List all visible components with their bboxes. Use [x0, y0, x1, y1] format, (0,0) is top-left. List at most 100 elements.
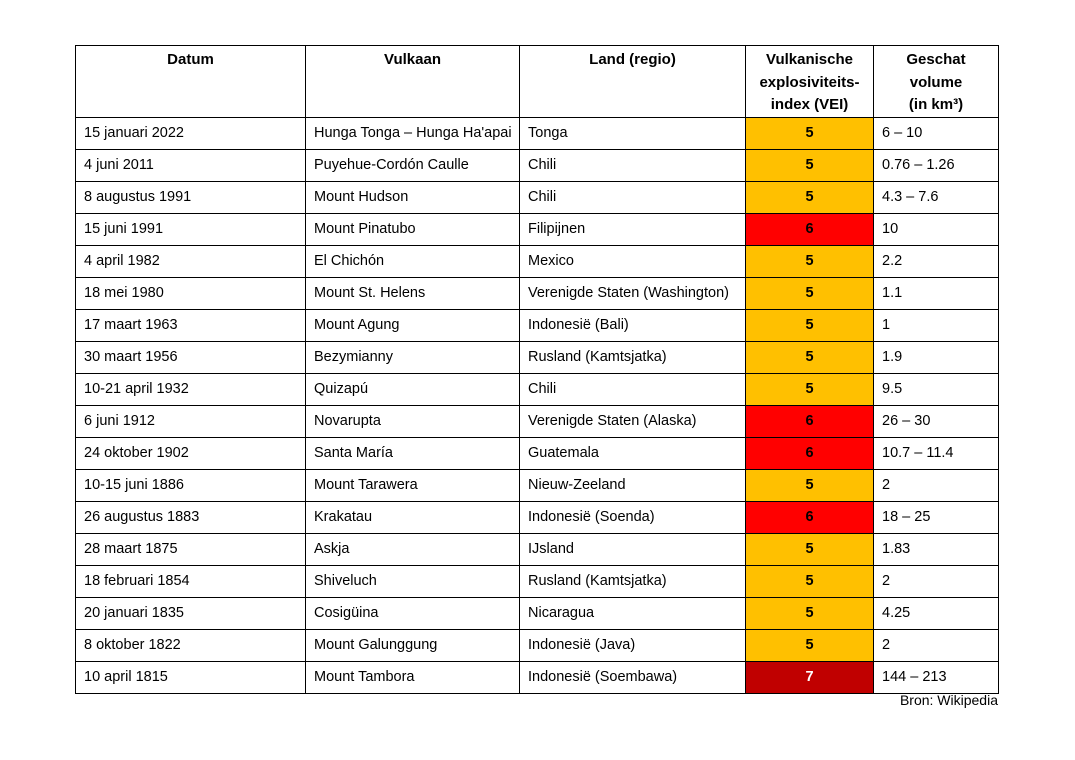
- vulkaan-cell: El Chichón: [305, 244, 520, 278]
- datum-cell: 8 oktober 1822: [75, 628, 306, 662]
- datum-cell: 26 augustus 1883: [75, 500, 306, 534]
- datum-cell: 10-15 juni 1886: [75, 468, 306, 502]
- table-row: 24 oktober 1902 Santa María Guatemala 6 10.7…: [75, 436, 999, 470]
- table-row: 4 april 1982 El Chichón Mexico 5 2.2: [75, 244, 999, 278]
- vei-cell: 5: [745, 628, 874, 662]
- volume-cell: 4.25: [873, 596, 999, 630]
- table-body: 15 januari 2022 Hunga Tonga – Hunga Ha'ap…: [75, 116, 999, 694]
- vulkaan-cell: Shiveluch: [305, 564, 520, 598]
- eruptions-table: Datum Vulkaan Land (regio) Vulkanische e…: [75, 45, 999, 694]
- land-cell: Rusland (Kamtsjatka): [519, 340, 746, 374]
- vulkaan-cell: Novarupta: [305, 404, 520, 438]
- land-cell: Guatemala: [519, 436, 746, 470]
- table-row: 30 maart 1956 Bezymianny Rusland (Kamtsjat…: [75, 340, 999, 374]
- volume-cell: 1: [873, 308, 999, 342]
- header-datum: Datum: [75, 45, 306, 118]
- datum-cell: 17 maart 1963: [75, 308, 306, 342]
- land-cell: Nicaragua: [519, 596, 746, 630]
- volume-cell: 1.9: [873, 340, 999, 374]
- vulkaan-cell: Mount Tarawera: [305, 468, 520, 502]
- table-row: 8 augustus 1991 Mount Hudson Chili 5 4.3 – 7…: [75, 180, 999, 214]
- volume-cell: 2: [873, 628, 999, 662]
- land-cell: Tonga: [519, 116, 746, 150]
- datum-cell: 6 juni 1912: [75, 404, 306, 438]
- table-row: 10-21 april 1932 Quizapú Chili 5 9.5: [75, 372, 999, 406]
- land-cell: Nieuw-Zeeland: [519, 468, 746, 502]
- vei-cell: 6: [745, 212, 874, 246]
- vei-cell: 5: [745, 564, 874, 598]
- vulkaan-cell: Puyehue-Cordón Caulle: [305, 148, 520, 182]
- table-row: 10-15 juni 1886 Mount Tarawera Nieuw-Zeela…: [75, 468, 999, 502]
- vei-cell: 5: [745, 596, 874, 630]
- volume-cell: 6 – 10: [873, 116, 999, 150]
- datum-cell: 10-21 april 1932: [75, 372, 306, 406]
- datum-cell: 20 januari 1835: [75, 596, 306, 630]
- datum-cell: 30 maart 1956: [75, 340, 306, 374]
- vei-cell: 5: [745, 532, 874, 566]
- vei-cell: 5: [745, 148, 874, 182]
- datum-cell: 4 april 1982: [75, 244, 306, 278]
- vei-cell: 5: [745, 180, 874, 214]
- vei-cell: 5: [745, 340, 874, 374]
- volume-cell: 10.7 – 11.4: [873, 436, 999, 470]
- table-row: 17 maart 1963 Mount Agung Indonesië (Bali)…: [75, 308, 999, 342]
- table-row: 28 maart 1875 Askja IJsland 5 1.83: [75, 532, 999, 566]
- volume-cell: 4.3 – 7.6: [873, 180, 999, 214]
- volume-cell: 26 – 30: [873, 404, 999, 438]
- land-cell: Chili: [519, 148, 746, 182]
- land-cell: Filipijnen: [519, 212, 746, 246]
- datum-cell: 24 oktober 1902: [75, 436, 306, 470]
- datum-cell: 10 april 1815: [75, 660, 306, 694]
- land-cell: Chili: [519, 372, 746, 406]
- header-volume: Geschat volume (in km³): [873, 45, 999, 118]
- datum-cell: 8 augustus 1991: [75, 180, 306, 214]
- vulkaan-cell: Krakatau: [305, 500, 520, 534]
- datum-cell: 18 februari 1854: [75, 564, 306, 598]
- table-row: 18 februari 1854 Shiveluch Rusland (Kamtsj…: [75, 564, 999, 598]
- vei-cell: 5: [745, 244, 874, 278]
- vei-cell: 7: [745, 660, 874, 694]
- source-note: Bron: Wikipedia: [899, 692, 998, 708]
- table-row: 10 april 1815 Mount Tambora Indonesië (Soe…: [75, 660, 999, 694]
- header-row: Datum Vulkaan Land (regio) Vulkanische e…: [75, 45, 999, 118]
- land-cell: Verenigde Staten (Alaska): [519, 404, 746, 438]
- vulkaan-cell: Mount St. Helens: [305, 276, 520, 310]
- table-row: 4 juni 2011 Puyehue-Cordón Caulle Chili 5 0.…: [75, 148, 999, 182]
- header-land: Land (regio): [519, 45, 746, 118]
- table-header: Datum Vulkaan Land (regio) Vulkanische e…: [75, 45, 999, 118]
- vulkaan-cell: Mount Tambora: [305, 660, 520, 694]
- eruptions-table-container: Datum Vulkaan Land (regio) Vulkanische e…: [75, 45, 999, 694]
- land-cell: Indonesië (Bali): [519, 308, 746, 342]
- datum-cell: 15 januari 2022: [75, 116, 306, 150]
- vulkaan-cell: Santa María: [305, 436, 520, 470]
- vei-cell: 5: [745, 372, 874, 406]
- volume-cell: 1.1: [873, 276, 999, 310]
- vulkaan-cell: Mount Agung: [305, 308, 520, 342]
- table-row: 15 juni 1991 Mount Pinatubo Filipijnen 6 10: [75, 212, 999, 246]
- datum-cell: 28 maart 1875: [75, 532, 306, 566]
- vei-cell: 6: [745, 436, 874, 470]
- vei-cell: 6: [745, 500, 874, 534]
- vulkaan-cell: Bezymianny: [305, 340, 520, 374]
- volume-cell: 1.83: [873, 532, 999, 566]
- land-cell: Mexico: [519, 244, 746, 278]
- vei-cell: 5: [745, 308, 874, 342]
- vulkaan-cell: Mount Hudson: [305, 180, 520, 214]
- vei-cell: 5: [745, 116, 874, 150]
- land-cell: Verenigde Staten (Washington): [519, 276, 746, 310]
- land-cell: Indonesië (Soembawa): [519, 660, 746, 694]
- land-cell: Indonesië (Java): [519, 628, 746, 662]
- vei-cell: 6: [745, 404, 874, 438]
- vulkaan-cell: Quizapú: [305, 372, 520, 406]
- land-cell: Indonesië (Soenda): [519, 500, 746, 534]
- volume-cell: 9.5: [873, 372, 999, 406]
- vei-cell: 5: [745, 468, 874, 502]
- land-cell: Chili: [519, 180, 746, 214]
- vulkaan-cell: Mount Pinatubo: [305, 212, 520, 246]
- land-cell: IJsland: [519, 532, 746, 566]
- table-row: 15 januari 2022 Hunga Tonga – Hunga Ha'ap…: [75, 116, 999, 150]
- header-vulkaan: Vulkaan: [305, 45, 520, 118]
- vulkaan-cell: Hunga Tonga – Hunga Ha'apai: [305, 116, 520, 150]
- datum-cell: 18 mei 1980: [75, 276, 306, 310]
